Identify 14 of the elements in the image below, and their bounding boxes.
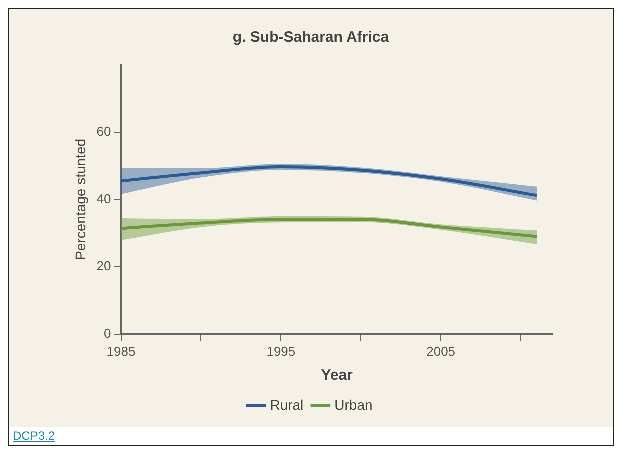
y-tick-label: 20 <box>96 258 112 274</box>
legend-label: Urban <box>334 396 373 413</box>
text: DCP3.2 <box>13 429 56 443</box>
y-axis-title: Percentage stunted <box>72 138 88 260</box>
x-axis-title: Year <box>321 367 354 384</box>
line-series <box>121 218 539 238</box>
y-tick-label: 60 <box>96 124 112 139</box>
x-tick-label: 1995 <box>266 344 296 359</box>
x-tick-label: 2005 <box>426 344 456 359</box>
y-tick-label: 40 <box>96 191 112 206</box>
y-tick-label: 0 <box>104 326 112 341</box>
legend-label: Rural <box>270 396 304 413</box>
x-tick-label: 1985 <box>106 344 136 359</box>
chart-title: g. Sub-Saharan Africa <box>232 29 390 46</box>
